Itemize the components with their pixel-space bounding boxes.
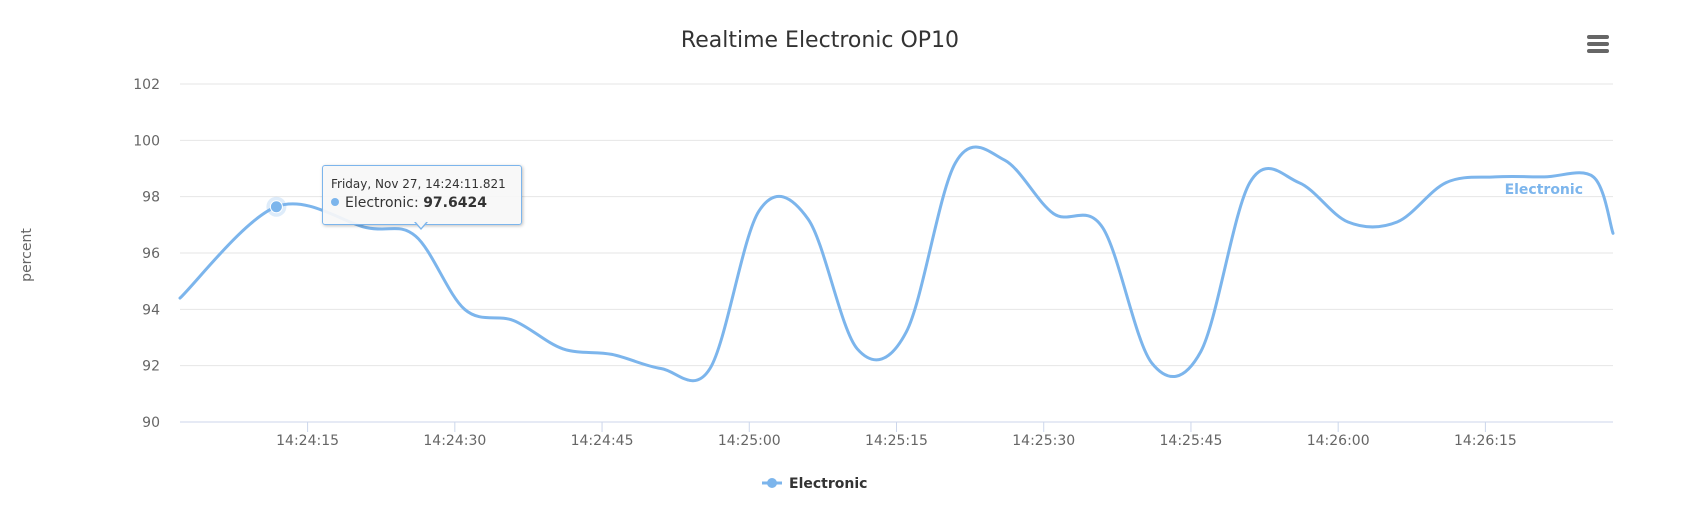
legend-symbol-marker (767, 478, 777, 488)
y-tick-label: 102 (133, 77, 160, 93)
y-tick-label: 96 (142, 246, 160, 262)
tooltip-arrow-inner (415, 221, 427, 228)
tooltip-colon: : (414, 195, 424, 211)
x-tick-label: 14:26:00 (1307, 433, 1370, 449)
x-tick-label: 14:26:15 (1454, 433, 1517, 449)
series-label: Electronic (1505, 182, 1583, 198)
tooltip: Friday, Nov 27, 14:24:11.821 Electronic:… (322, 165, 522, 230)
tooltip-dot-icon (331, 198, 339, 206)
x-tick-label: 14:25:00 (718, 433, 781, 449)
chart-title: Realtime Electronic OP10 (681, 28, 959, 53)
tooltip-value: 97.6424 (423, 195, 487, 211)
y-tick-label: 92 (142, 359, 160, 375)
y-axis-ticks: 90 92 94 96 98 100 102 (133, 77, 160, 431)
x-tick-label: 14:25:30 (1012, 433, 1075, 449)
series-group[interactable] (178, 145, 1615, 383)
menu-bar (1587, 35, 1609, 39)
legend[interactable]: Electronic (762, 476, 867, 492)
y-tick-label: 90 (142, 415, 160, 431)
hover-point-marker[interactable] (269, 200, 283, 214)
hamburger-menu-icon[interactable] (1583, 32, 1613, 58)
tooltip-box (322, 165, 522, 225)
x-axis-ticks: 14:24:15 14:24:30 14:24:45 14:25:00 14:25:15… (276, 422, 1517, 449)
menu-bar (1587, 49, 1609, 53)
y-tick-label: 94 (142, 302, 160, 318)
menu-bar (1587, 42, 1609, 46)
y-tick-label: 100 (133, 133, 160, 149)
legend-item-electronic[interactable]: Electronic (789, 476, 867, 492)
y-axis-label: percent (19, 228, 35, 282)
x-tick-label: 14:24:30 (423, 433, 486, 449)
tooltip-series-name: Electronic (345, 195, 415, 211)
x-tick-label: 14:24:45 (571, 433, 634, 449)
tooltip-header: Friday, Nov 27, 14:24:11.821 (331, 177, 506, 191)
x-tick-label: 14:25:15 (865, 433, 928, 449)
x-tick-label: 14:24:15 (276, 433, 339, 449)
y-tick-label: 98 (142, 190, 160, 206)
tooltip-series-line: Electronic: 97.6424 (331, 195, 487, 211)
x-tick-label: 14:25:45 (1160, 433, 1223, 449)
series-line-electronic[interactable] (178, 145, 1615, 383)
